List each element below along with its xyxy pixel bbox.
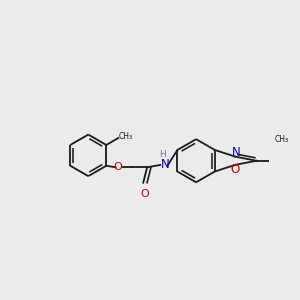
Text: N: N (232, 146, 240, 159)
Text: H: H (159, 150, 166, 159)
Text: O: O (231, 163, 240, 176)
Text: O: O (140, 189, 149, 199)
Text: N: N (160, 158, 169, 172)
Text: O: O (113, 162, 122, 172)
Text: CH₃: CH₃ (275, 135, 289, 144)
Text: CH₃: CH₃ (119, 132, 133, 141)
